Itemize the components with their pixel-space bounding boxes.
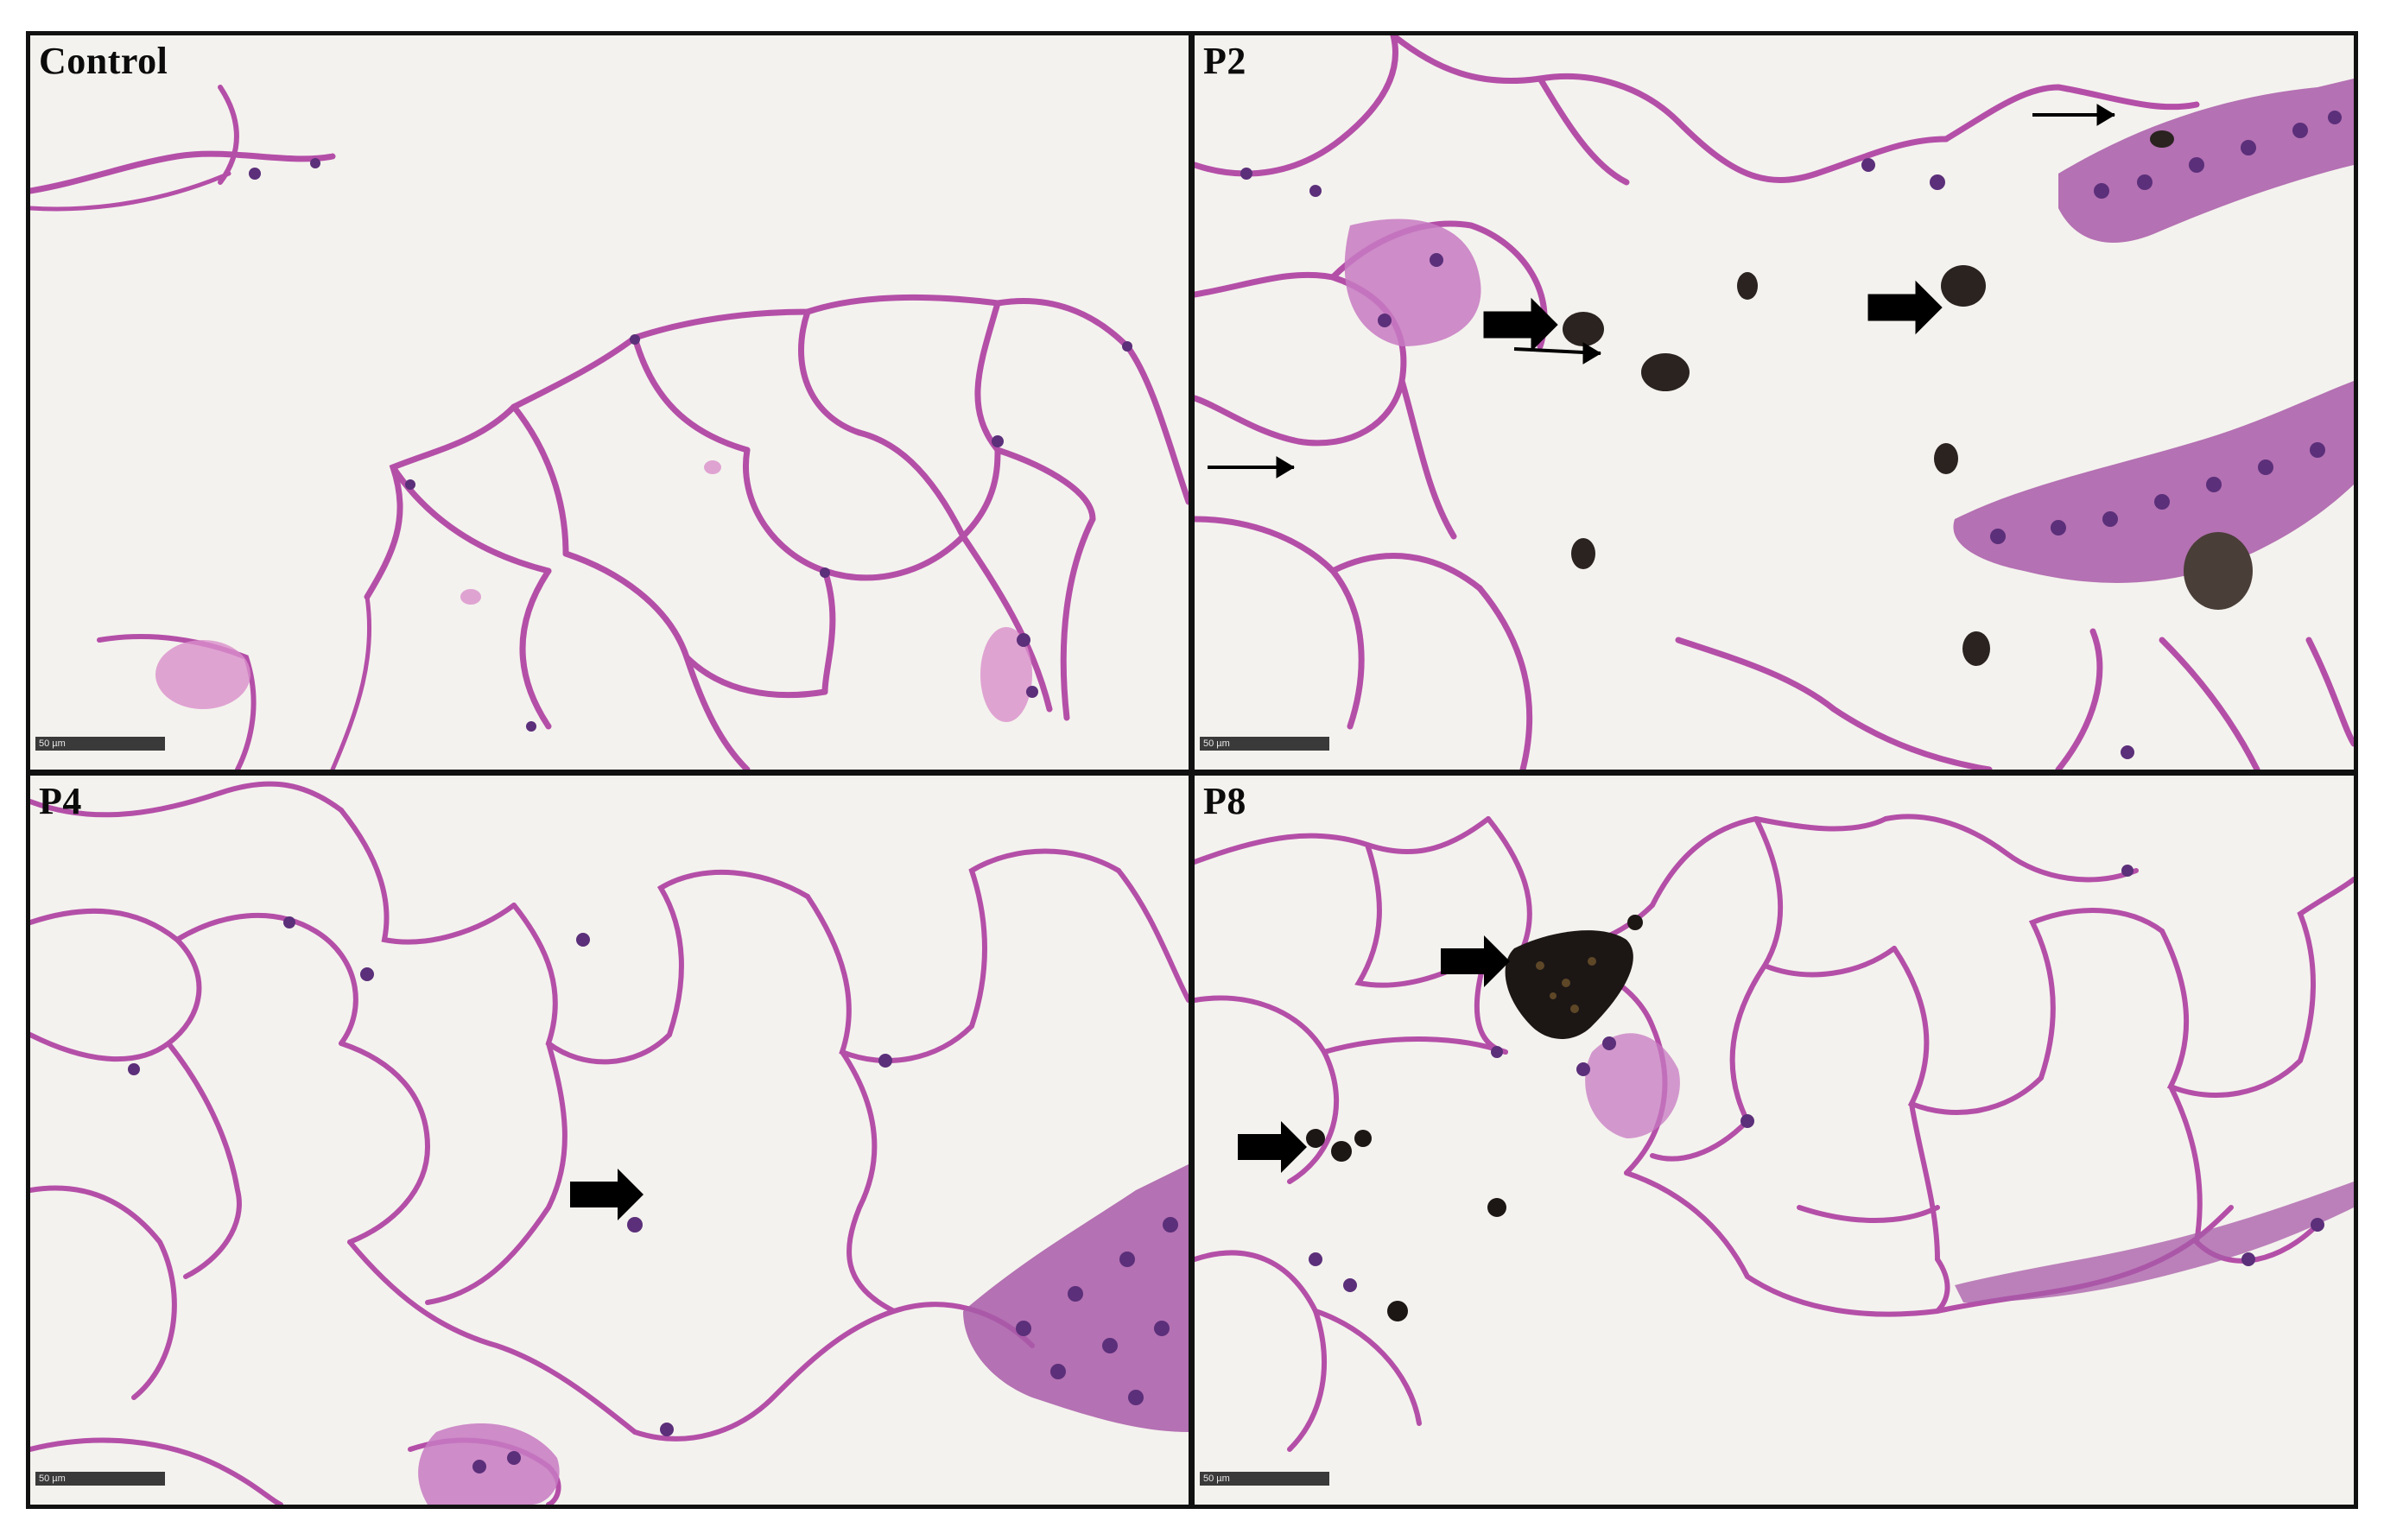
scale-bar-text: 50 µm	[39, 738, 66, 749]
panel-label-p4: P4	[39, 780, 82, 822]
thick-arrow	[1441, 935, 1510, 987]
panel-label-p2: P2	[1203, 40, 1246, 82]
panel-label-control: Control	[39, 40, 168, 82]
tissue-image-p2	[1195, 35, 2354, 770]
scale-bar-p8: 50 µm	[1200, 1472, 1329, 1486]
thick-arrow	[570, 1169, 644, 1220]
scale-bar-text: 50 µm	[39, 1473, 66, 1484]
scale-bar-control: 50 µm	[35, 737, 165, 751]
panel-p4: P4 50 µm	[30, 776, 1189, 1505]
scale-bar-p2: 50 µm	[1200, 737, 1329, 751]
tissue-image-p8	[1195, 814, 2354, 1452]
tissue-image-control	[30, 85, 1189, 770]
thick-arrow	[1867, 280, 1943, 335]
thick-arrow	[1483, 297, 1558, 352]
panel-p8: P8 50 µm	[1195, 776, 2354, 1505]
scale-bar-text: 50 µm	[1203, 1473, 1230, 1484]
panel-p2: P2 50 µm	[1195, 35, 2354, 770]
tissue-image-p4	[30, 781, 1189, 1505]
histology-figure: Control 50 µm	[26, 31, 2358, 1509]
panel-label-p8: P8	[1203, 780, 1246, 822]
scale-bar-text: 50 µm	[1203, 738, 1230, 749]
thick-arrow	[1238, 1121, 1307, 1173]
scale-bar-p4: 50 µm	[35, 1472, 165, 1486]
panel-control: Control 50 µm	[30, 35, 1189, 770]
